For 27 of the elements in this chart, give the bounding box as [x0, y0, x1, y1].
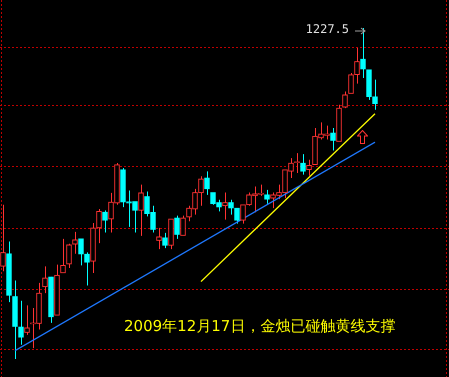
candlestick — [306, 159, 312, 176]
candlestick — [42, 266, 48, 294]
annotation: 1227.5 — [306, 22, 349, 36]
candlestick — [300, 154, 306, 176]
candlestick — [78, 238, 84, 266]
candlestick — [162, 232, 168, 249]
candlestick — [102, 210, 108, 234]
candlestick — [72, 231, 78, 254]
candlestick — [60, 238, 66, 274]
candlestick — [24, 304, 30, 336]
candlestick — [222, 192, 228, 220]
candlestick — [96, 208, 102, 244]
candlestick — [18, 300, 24, 346]
candlestick — [234, 208, 240, 224]
candlestick — [180, 215, 186, 236]
candlestick — [66, 243, 72, 268]
annotation: 2009年12月17日，金烛已碰触黄线支撑 — [124, 316, 396, 335]
candlestick — [138, 184, 144, 236]
candlestick — [264, 189, 270, 204]
candlestick — [360, 28, 366, 78]
candlestick — [174, 215, 180, 240]
candlestick — [204, 170, 210, 196]
candlestick — [228, 199, 234, 216]
candlestick — [330, 127, 336, 151]
candlestick — [156, 227, 162, 250]
candlestick — [342, 91, 348, 109]
candlestick — [84, 252, 90, 286]
